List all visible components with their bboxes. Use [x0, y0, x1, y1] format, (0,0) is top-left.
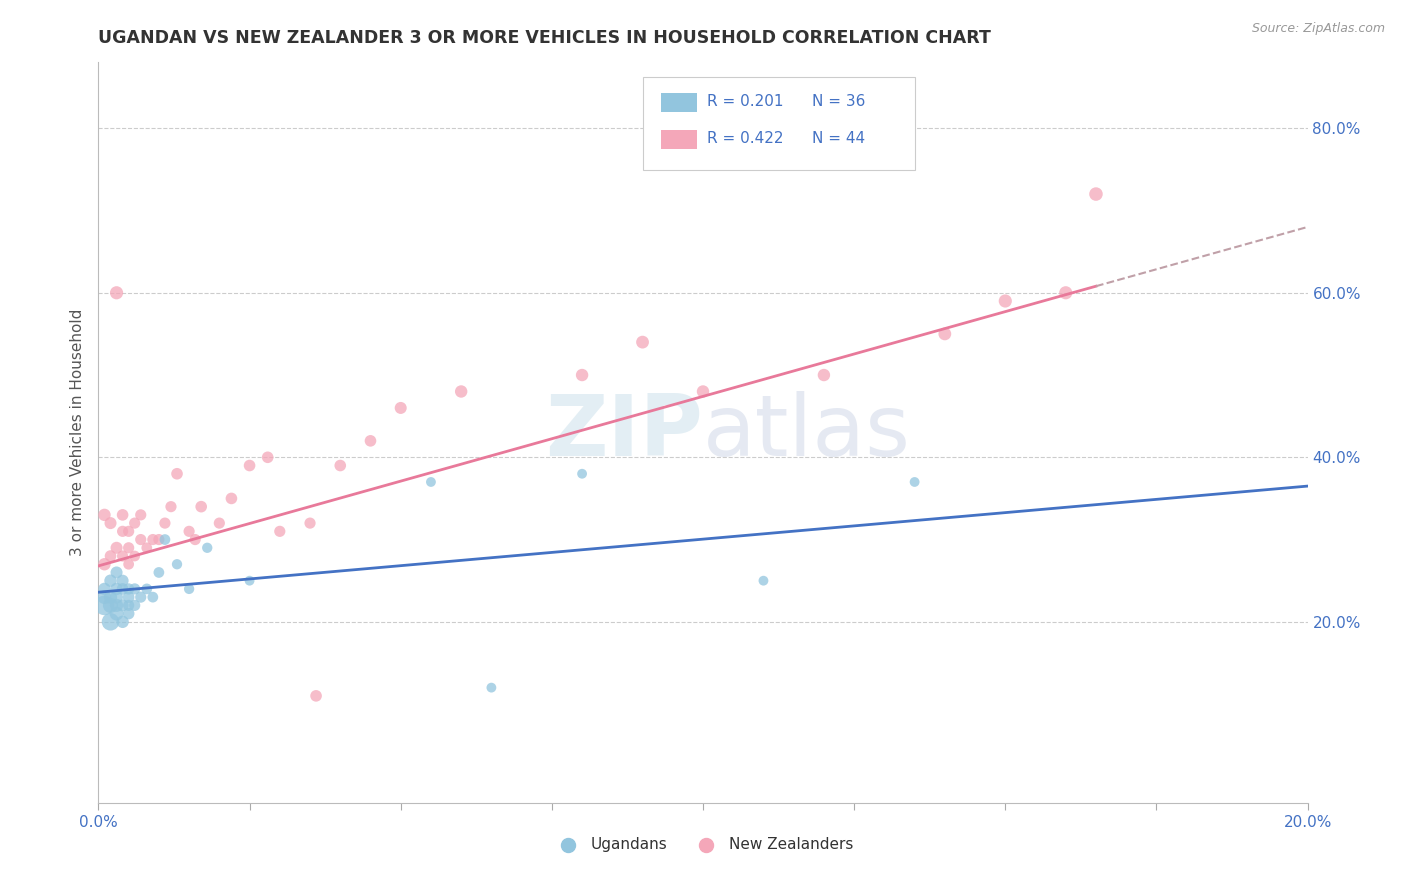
Point: [256, 450, 278, 465]
Point: [239, 574, 262, 588]
Point: [118, 524, 141, 539]
Point: [1054, 285, 1077, 300]
Point: [631, 335, 654, 350]
Legend: Ugandans, New Zealanders: Ugandans, New Zealanders: [547, 830, 859, 858]
Point: [153, 533, 176, 547]
Point: [299, 516, 322, 530]
Point: [190, 500, 212, 514]
Point: [93, 582, 115, 596]
Point: [305, 689, 328, 703]
Point: [129, 590, 152, 604]
Point: [1085, 187, 1108, 202]
Text: atlas: atlas: [703, 391, 911, 475]
Point: [100, 615, 122, 629]
Point: [111, 582, 134, 596]
Point: [124, 599, 146, 613]
Point: [93, 590, 115, 604]
Point: [135, 582, 157, 596]
Point: [934, 326, 956, 341]
Point: [118, 607, 141, 621]
Point: [105, 599, 128, 613]
Point: [179, 524, 201, 539]
FancyBboxPatch shape: [661, 130, 697, 149]
Text: ZIP: ZIP: [546, 391, 703, 475]
Point: [208, 516, 231, 530]
Point: [142, 533, 165, 547]
Point: [221, 491, 243, 506]
Point: [994, 293, 1017, 308]
Point: [111, 615, 134, 629]
Point: [904, 475, 927, 489]
Point: [93, 508, 115, 522]
Point: [124, 549, 146, 563]
Point: [118, 590, 141, 604]
Point: [118, 582, 141, 596]
Point: [153, 516, 176, 530]
Point: [118, 541, 141, 555]
Point: [571, 467, 593, 481]
Point: [111, 508, 134, 522]
Point: [118, 599, 141, 613]
Point: [692, 384, 714, 399]
Point: [111, 599, 134, 613]
Point: [179, 582, 201, 596]
Point: [269, 524, 291, 539]
Text: Source: ZipAtlas.com: Source: ZipAtlas.com: [1251, 22, 1385, 36]
Point: [111, 524, 134, 539]
Y-axis label: 3 or more Vehicles in Household: 3 or more Vehicles in Household: [69, 309, 84, 557]
Point: [481, 681, 503, 695]
Point: [105, 582, 128, 596]
Point: [329, 458, 352, 473]
FancyBboxPatch shape: [643, 78, 915, 169]
Point: [105, 590, 128, 604]
Text: N = 36: N = 36: [811, 95, 865, 109]
Text: UGANDAN VS NEW ZEALANDER 3 OR MORE VEHICLES IN HOUSEHOLD CORRELATION CHART: UGANDAN VS NEW ZEALANDER 3 OR MORE VEHIC…: [98, 29, 991, 47]
Point: [239, 458, 262, 473]
Point: [111, 549, 134, 563]
Point: [160, 500, 183, 514]
Point: [420, 475, 443, 489]
Point: [100, 590, 122, 604]
Point: [105, 541, 128, 555]
Point: [450, 384, 472, 399]
Point: [389, 401, 412, 415]
Point: [195, 541, 218, 555]
Point: [118, 558, 141, 572]
Text: N = 44: N = 44: [811, 131, 865, 146]
Point: [166, 467, 188, 481]
Point: [148, 566, 170, 580]
Point: [100, 516, 122, 530]
Point: [100, 599, 122, 613]
Point: [105, 607, 128, 621]
Point: [360, 434, 382, 448]
Point: [93, 599, 115, 613]
Point: [752, 574, 775, 588]
Point: [129, 508, 152, 522]
Point: [142, 590, 165, 604]
Point: [100, 574, 122, 588]
Point: [184, 533, 207, 547]
Text: R = 0.422: R = 0.422: [707, 131, 783, 146]
Text: R = 0.201: R = 0.201: [707, 95, 783, 109]
Point: [105, 566, 128, 580]
Point: [571, 368, 593, 382]
Point: [111, 574, 134, 588]
Point: [813, 368, 835, 382]
FancyBboxPatch shape: [661, 93, 697, 112]
Point: [100, 549, 122, 563]
Point: [135, 541, 157, 555]
Point: [124, 516, 146, 530]
Point: [93, 558, 115, 572]
Point: [105, 285, 128, 300]
Point: [129, 533, 152, 547]
Point: [124, 582, 146, 596]
Point: [166, 558, 188, 572]
Point: [148, 533, 170, 547]
